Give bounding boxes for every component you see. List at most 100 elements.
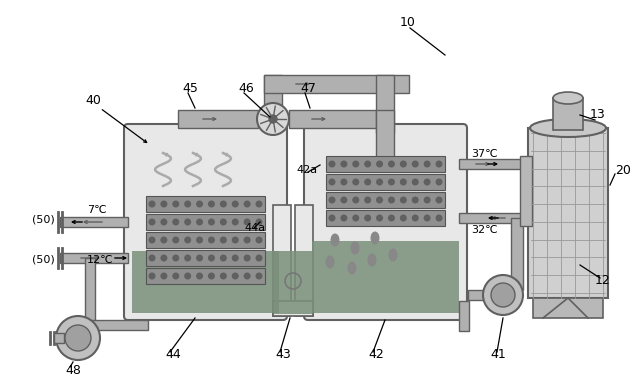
Circle shape: [244, 218, 251, 225]
Circle shape: [269, 115, 277, 123]
Circle shape: [400, 161, 407, 167]
Circle shape: [196, 255, 203, 262]
Text: 10: 10: [400, 15, 416, 28]
Circle shape: [376, 215, 383, 222]
Bar: [178, 110, 258, 128]
Bar: [273, 205, 291, 316]
Circle shape: [65, 325, 91, 351]
Bar: [468, 290, 493, 300]
Circle shape: [424, 197, 431, 204]
Circle shape: [244, 200, 251, 207]
Circle shape: [424, 179, 431, 185]
Circle shape: [184, 237, 191, 243]
Circle shape: [388, 215, 395, 222]
Circle shape: [232, 273, 239, 280]
Text: 42: 42: [368, 349, 384, 361]
Text: 41: 41: [490, 349, 506, 361]
Circle shape: [328, 161, 335, 167]
Circle shape: [208, 273, 215, 280]
Bar: [520, 156, 532, 226]
Bar: [326, 192, 445, 208]
Circle shape: [424, 161, 431, 167]
Circle shape: [412, 197, 419, 204]
Text: 44: 44: [165, 349, 180, 361]
Circle shape: [388, 161, 395, 167]
Circle shape: [255, 200, 262, 207]
Circle shape: [255, 237, 262, 243]
Text: 44a: 44a: [244, 223, 265, 233]
Bar: [274, 251, 312, 314]
Circle shape: [172, 255, 179, 262]
Bar: [146, 214, 265, 230]
Circle shape: [340, 179, 348, 185]
Circle shape: [400, 215, 407, 222]
Circle shape: [400, 197, 407, 204]
Circle shape: [148, 273, 156, 280]
Ellipse shape: [326, 255, 335, 268]
Text: 43: 43: [275, 349, 291, 361]
Text: 7℃: 7℃: [87, 205, 107, 215]
Circle shape: [232, 237, 239, 243]
Circle shape: [184, 255, 191, 262]
Circle shape: [161, 237, 168, 243]
Bar: [459, 213, 539, 223]
Circle shape: [352, 179, 359, 185]
Ellipse shape: [530, 119, 606, 137]
Circle shape: [172, 200, 179, 207]
Bar: [264, 75, 282, 110]
Circle shape: [328, 179, 335, 185]
Circle shape: [220, 237, 227, 243]
Bar: [459, 159, 539, 169]
Text: 42a: 42a: [296, 165, 317, 175]
Circle shape: [220, 273, 227, 280]
Circle shape: [148, 218, 156, 225]
Text: 47: 47: [300, 81, 316, 94]
Circle shape: [491, 283, 515, 307]
Circle shape: [244, 273, 251, 280]
Bar: [54, 333, 64, 343]
Bar: [533, 298, 603, 318]
Circle shape: [184, 273, 191, 280]
Circle shape: [148, 255, 156, 262]
Bar: [273, 301, 313, 316]
Bar: [528, 128, 608, 298]
Circle shape: [232, 218, 239, 225]
Circle shape: [340, 161, 348, 167]
Circle shape: [161, 218, 168, 225]
Circle shape: [208, 237, 215, 243]
Text: (50): (50): [32, 255, 55, 265]
Circle shape: [172, 218, 179, 225]
Ellipse shape: [351, 242, 360, 255]
Circle shape: [161, 200, 168, 207]
Circle shape: [244, 237, 251, 243]
Circle shape: [172, 237, 179, 243]
Circle shape: [232, 200, 239, 207]
Circle shape: [435, 179, 442, 185]
Text: 40: 40: [85, 93, 101, 106]
Text: 12: 12: [595, 273, 611, 286]
FancyBboxPatch shape: [124, 124, 287, 320]
Bar: [535, 159, 545, 223]
Circle shape: [412, 161, 419, 167]
Circle shape: [364, 179, 371, 185]
Ellipse shape: [371, 232, 380, 245]
Circle shape: [424, 215, 431, 222]
Text: 46: 46: [238, 81, 253, 94]
Circle shape: [255, 218, 262, 225]
Circle shape: [412, 179, 419, 185]
Circle shape: [184, 218, 191, 225]
Bar: [85, 320, 148, 330]
Text: 45: 45: [182, 81, 198, 94]
Bar: [376, 75, 394, 133]
Bar: [295, 205, 313, 316]
Bar: [146, 232, 265, 248]
Bar: [85, 258, 95, 330]
Ellipse shape: [367, 253, 376, 266]
Ellipse shape: [553, 92, 583, 104]
Circle shape: [364, 197, 371, 204]
Bar: [132, 251, 279, 313]
Circle shape: [340, 197, 348, 204]
Bar: [326, 210, 445, 226]
Circle shape: [172, 273, 179, 280]
Circle shape: [161, 273, 168, 280]
